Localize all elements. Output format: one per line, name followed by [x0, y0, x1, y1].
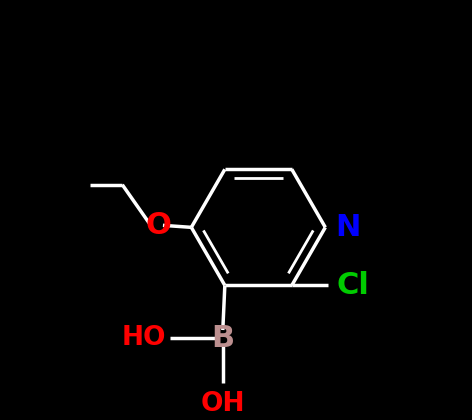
- Text: HO: HO: [121, 325, 166, 351]
- Text: OH: OH: [201, 391, 245, 417]
- Text: B: B: [211, 324, 235, 353]
- Text: O: O: [146, 211, 172, 240]
- Text: Cl: Cl: [337, 271, 370, 300]
- Text: N: N: [336, 213, 361, 242]
